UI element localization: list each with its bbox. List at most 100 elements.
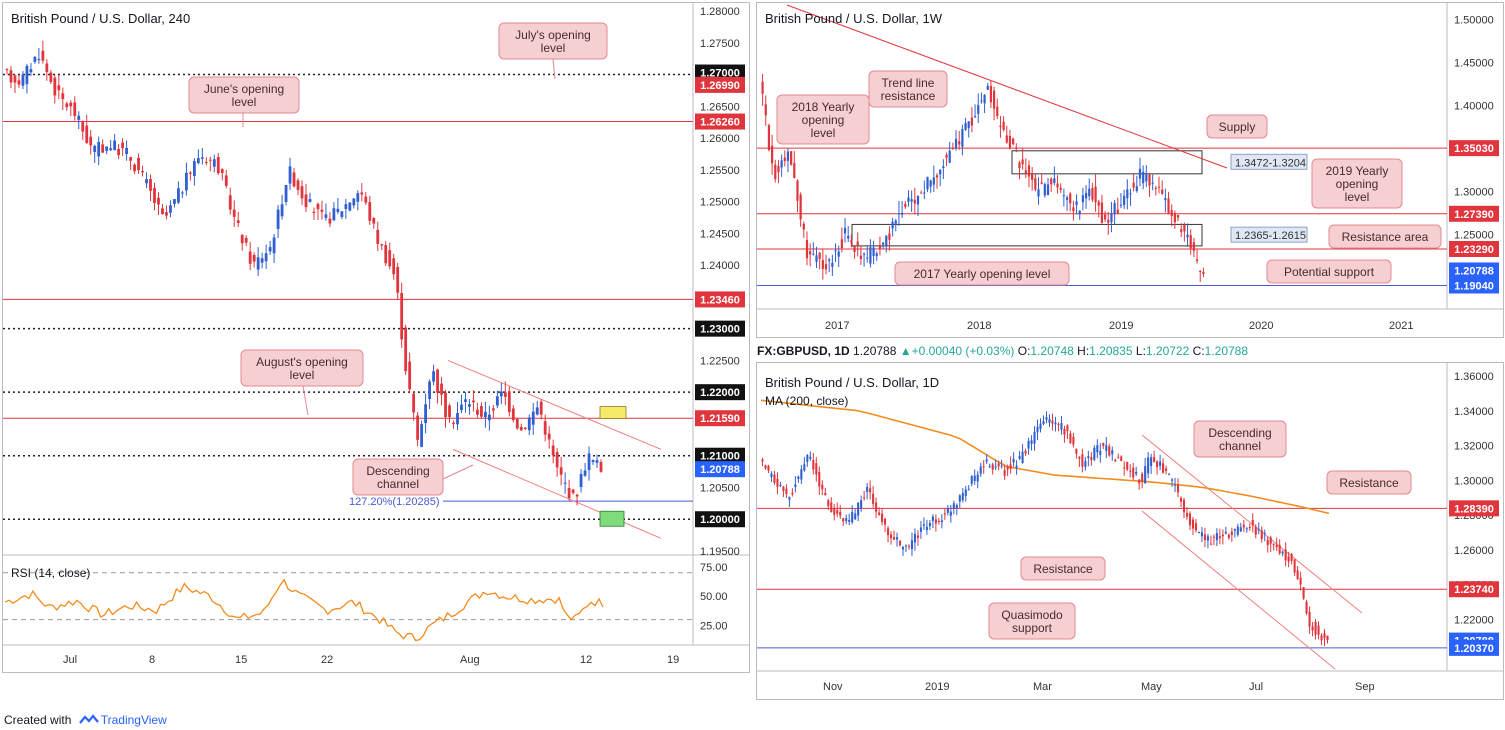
- daily-candle-body: [1129, 470, 1132, 472]
- h4-candle-body: [476, 409, 479, 415]
- daily-x-tick: Mar: [1033, 681, 1052, 693]
- h4-candle-body: [61, 93, 65, 99]
- yearly-2019-callout-line: opening: [1336, 177, 1379, 191]
- quasimodo-support-callout-box: [988, 602, 1076, 640]
- weekly-candle-body: [796, 180, 799, 201]
- h4-candle-body: [324, 214, 328, 218]
- daily-chart-panel[interactable]: 1.360001.340001.320001.300001.280001.260…: [756, 362, 1504, 700]
- weekly-candle-body: [1195, 259, 1199, 261]
- daily-candle-body: [1063, 428, 1066, 435]
- weekly-candle-body: [992, 90, 996, 109]
- daily-candle-body: [878, 512, 881, 515]
- daily-candle-body: [1296, 570, 1299, 579]
- daily-candle-body: [794, 484, 797, 487]
- weekly-candle-body: [894, 220, 897, 224]
- daily-price-tag-bg: [1449, 500, 1499, 517]
- daily-candle-body: [1012, 458, 1015, 463]
- weekly-candle-body: [1094, 186, 1097, 203]
- weekly-candle-body: [1170, 210, 1173, 217]
- daily-candle-body: [1111, 450, 1114, 455]
- weekly-chart-panel[interactable]: 1.50000 1.45000 1.40000 1.30000 1.25000 1.350…: [756, 2, 1504, 338]
- symbol-label[interactable]: FX:GBPUSD, 1D: [757, 344, 850, 358]
- h4-candle-body: [503, 392, 507, 397]
- weekly-price-tag-bg: [1449, 277, 1499, 294]
- h4-candle-body: [9, 70, 13, 83]
- daily-candle-body: [979, 466, 982, 474]
- weekly-zone-box: [1011, 150, 1203, 175]
- daily-candle-body: [901, 547, 905, 550]
- daily-candle-body: [925, 526, 928, 530]
- daily-candle-body: [842, 518, 845, 522]
- daily-candle-body: [1159, 461, 1162, 466]
- h4-chart-panel[interactable]: 1.28000 1.27500 1.26500 1.26000 1.25500 1.250…: [2, 2, 750, 673]
- daily-candle-body: [1185, 513, 1189, 517]
- weekly-candle-body: [1123, 195, 1126, 206]
- weekly-candle-body: [850, 240, 853, 243]
- yearly-2019-callout-line: 2019 Yearly: [1326, 164, 1389, 178]
- daily-candle-body: [1066, 425, 1069, 432]
- daily-candle-body: [857, 502, 860, 516]
- h4-candle-body: [232, 209, 236, 217]
- h4-price-tag: 1.26990: [700, 80, 740, 92]
- h4-chart[interactable]: 1.28000 1.27500 1.26500 1.26000 1.25500 1.250…: [3, 3, 749, 672]
- daily-candle-body: [1123, 467, 1126, 469]
- daily-candle-body: [946, 508, 949, 513]
- daily-channel-lower: [1141, 510, 1336, 670]
- weekly-candle-body: [1173, 213, 1176, 223]
- h4-candle-body: [69, 102, 73, 107]
- daily-candle-body: [1099, 450, 1102, 455]
- h4-candle-body: [153, 187, 156, 203]
- weekly-candle-body: [1132, 182, 1135, 188]
- h4-candle-body: [141, 171, 144, 173]
- daily-candle-body: [919, 527, 922, 532]
- daily-candle-body: [788, 497, 791, 500]
- h4-candle-body: [392, 258, 396, 275]
- daily-candle-body: [1024, 450, 1027, 454]
- daily-candle-body: [1197, 531, 1201, 533]
- daily-candle-body: [1033, 431, 1036, 444]
- daily-candle-body: [1176, 484, 1180, 493]
- daily-candle-body: [1305, 601, 1308, 614]
- weekly-candle-body: [881, 242, 885, 245]
- weekly-candle-body: [1005, 135, 1008, 143]
- daily-candle-body: [1287, 556, 1290, 562]
- weekly-candle-body: [1050, 178, 1053, 185]
- daily-x-tick: May: [1141, 681, 1162, 693]
- h4-x-tick: 8: [149, 654, 155, 666]
- daily-candle-body: [964, 489, 967, 497]
- daily-price-tag: 1.23740: [1454, 584, 1494, 596]
- daily-candle-body: [1284, 549, 1287, 561]
- resistance-area-callout-box: [1328, 224, 1442, 249]
- yearly-2017-callout-box: [894, 261, 1070, 286]
- daily-candle-body: [1156, 461, 1159, 468]
- potential-support-callout: Potential support: [1266, 259, 1392, 284]
- weekly-candle-body: [967, 121, 970, 129]
- weekly-y-tick: 1.45000: [1454, 58, 1494, 70]
- daily-y-tick: 1.36000: [1454, 371, 1494, 383]
- daily-candle-body: [1188, 513, 1192, 526]
- daily-chart[interactable]: 1.360001.340001.320001.300001.280001.260…: [757, 363, 1503, 699]
- daily-candle-body: [1266, 539, 1269, 546]
- daily-candle-body: [1081, 454, 1084, 467]
- daily-candle-body: [1003, 470, 1006, 476]
- daily-candle-body: [1260, 530, 1263, 540]
- daily-title: British Pound / U.S. Dollar, 1D: [765, 375, 939, 390]
- footer-brand[interactable]: TradingView: [100, 713, 167, 727]
- daily-candle-body: [1000, 465, 1003, 467]
- weekly-candle-body: [926, 176, 929, 190]
- daily-candle-body: [1239, 527, 1242, 532]
- descending-channel-callout-line: channel: [377, 477, 419, 491]
- h4-candle-body: [181, 192, 184, 194]
- h4-candle-body: [591, 460, 595, 462]
- h4-candle-body: [448, 405, 451, 417]
- h4-candle-body: [567, 487, 571, 498]
- h4-candle-body: [320, 209, 324, 212]
- junes-opening-callout-box: [188, 76, 300, 114]
- resistance-upper-callout: Resistance: [1326, 470, 1412, 495]
- weekly-x-tick: 2017: [825, 320, 849, 332]
- daily-candle-body: [1206, 536, 1209, 541]
- h4-candle-body: [563, 482, 567, 484]
- weekly-chart[interactable]: 1.50000 1.45000 1.40000 1.30000 1.25000 1.350…: [757, 3, 1503, 337]
